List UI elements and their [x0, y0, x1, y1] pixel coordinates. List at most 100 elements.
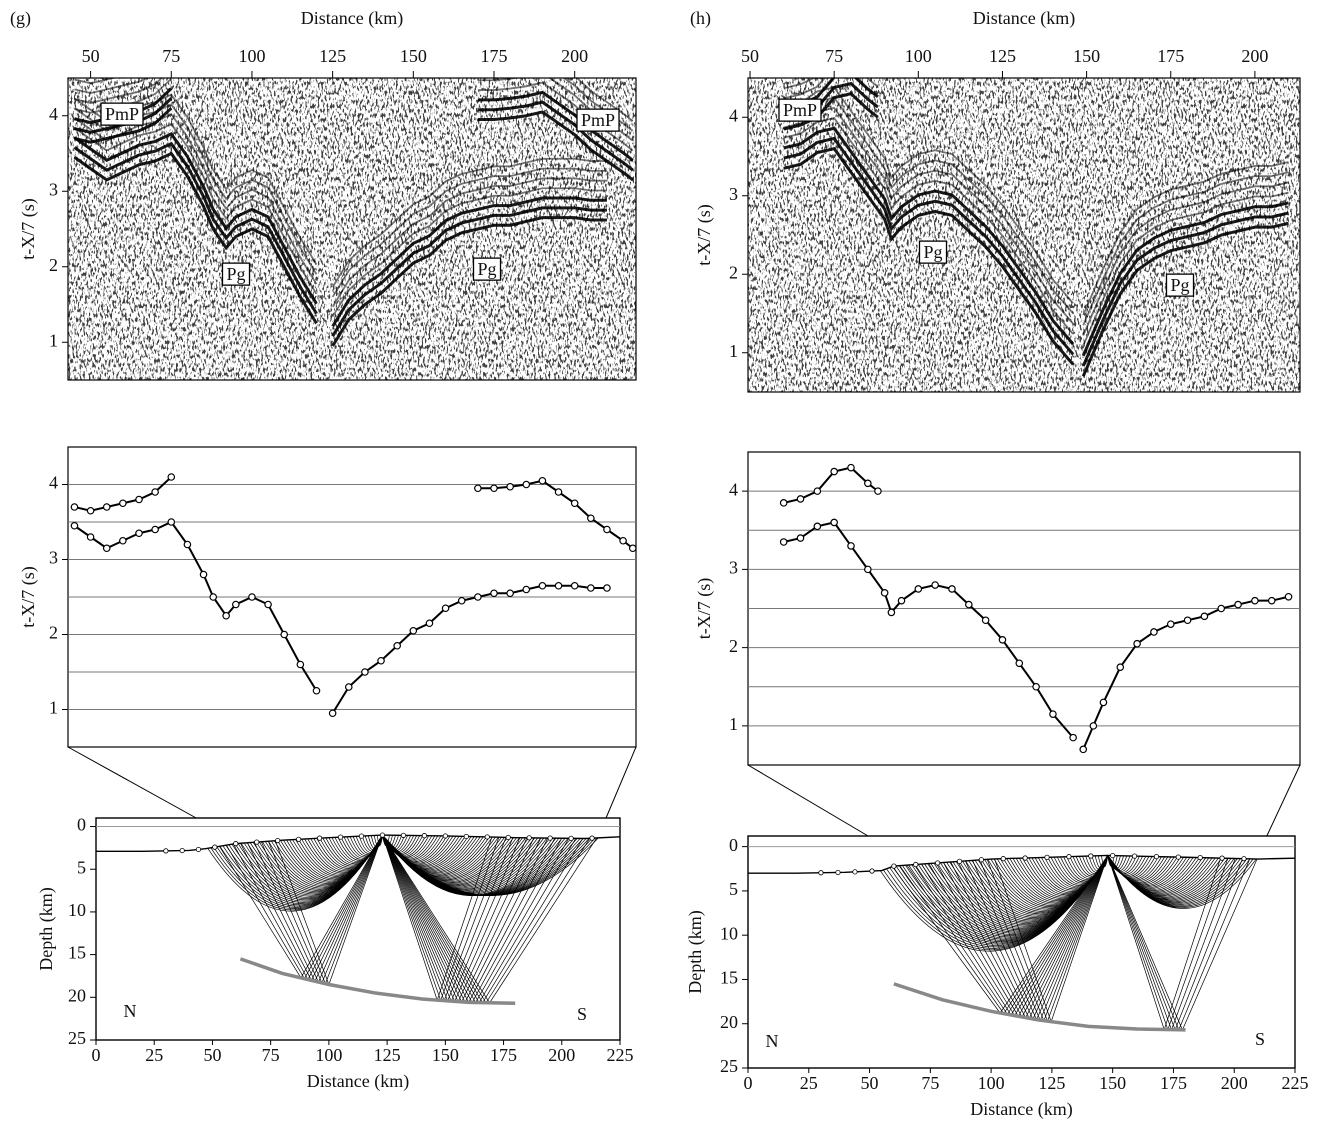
- pick: [1116, 663, 1125, 671]
- pick: [209, 593, 218, 601]
- x-tick-label: 125: [989, 46, 1016, 66]
- seismic-event: [783, 106, 1074, 325]
- y-tick-label: 0: [77, 815, 86, 835]
- x-tick-label: 75: [921, 1073, 939, 1093]
- pick: [312, 686, 321, 695]
- pick: [344, 683, 353, 691]
- pick: [1049, 710, 1057, 718]
- pick: [425, 619, 434, 628]
- seismic-event: [783, 78, 879, 100]
- station: [1066, 854, 1072, 860]
- station: [835, 869, 841, 876]
- pick: [830, 467, 838, 476]
- station: [358, 833, 365, 839]
- connector: [67, 746, 197, 819]
- pick: [1251, 596, 1259, 605]
- station: [547, 835, 553, 841]
- annotation-text: S: [1255, 1029, 1265, 1049]
- y-tick-label: 2: [49, 255, 58, 275]
- x-axis-label: Distance (km): [970, 1099, 1072, 1120]
- y-tick-label: 3: [49, 548, 58, 568]
- annotation: S: [577, 1004, 587, 1024]
- x-tick-label: 225: [607, 1045, 634, 1065]
- x-tick-label: 75: [162, 46, 180, 66]
- station: [1000, 856, 1006, 862]
- y-axis-label: Depth (km): [685, 910, 706, 993]
- y-tick-label: 3: [49, 179, 58, 199]
- y-tick-label: 20: [720, 1012, 738, 1032]
- seismic-event: [1081, 201, 1289, 357]
- pick: [377, 656, 385, 665]
- frame: [747, 77, 1301, 393]
- pick: [964, 600, 973, 609]
- seismic-event: [74, 78, 163, 104]
- annotation-text: S: [577, 1004, 587, 1024]
- annotation: Pg: [918, 240, 948, 264]
- seismic-event: [331, 216, 607, 347]
- pick: [570, 499, 579, 508]
- pick: [887, 608, 896, 617]
- pick: [813, 522, 822, 531]
- pick: [1079, 745, 1088, 754]
- x-tick-label: 100: [238, 46, 265, 66]
- station: [212, 844, 218, 850]
- pick: [441, 604, 450, 613]
- y-tick-label: 15: [720, 968, 738, 988]
- pick: [931, 581, 939, 589]
- y-tick-label: 4: [49, 104, 58, 124]
- reflector: [893, 982, 1186, 1032]
- seismic-event: [1081, 221, 1289, 377]
- pick: [151, 525, 159, 534]
- seismic-event: [783, 146, 1075, 366]
- annotation-text: N: [124, 1001, 137, 1021]
- x-tick-label: 75: [262, 1045, 280, 1065]
- surface: [748, 854, 1296, 874]
- pick: [296, 660, 305, 669]
- y-tick-label: 4: [49, 473, 58, 493]
- pick: [998, 635, 1007, 644]
- pick: [779, 499, 788, 507]
- station: [526, 835, 532, 841]
- annotation: N: [124, 1001, 137, 1021]
- station: [316, 835, 323, 841]
- seismic-event: [783, 92, 879, 131]
- panel-label: (g): [10, 8, 31, 29]
- pick: [830, 518, 838, 527]
- x-tick-label: 100: [315, 1045, 342, 1065]
- pick: [135, 529, 143, 538]
- x-tick-label: 200: [1221, 1073, 1248, 1093]
- y-tick-label: 25: [720, 1056, 738, 1076]
- station: [233, 841, 239, 847]
- x-tick-label: 50: [741, 46, 759, 66]
- pick: [151, 488, 159, 496]
- x-tick-label: 50: [203, 1045, 221, 1065]
- pick: [248, 593, 256, 601]
- pick: [1284, 592, 1293, 601]
- pick: [102, 503, 111, 511]
- x-tick-label: 175: [1160, 1073, 1187, 1093]
- pick: [1234, 600, 1242, 609]
- annotation: S: [1255, 1029, 1265, 1049]
- x-axis-label: Distance (km): [307, 1071, 409, 1092]
- pick: [1183, 616, 1192, 625]
- y-tick-label: 0: [729, 835, 738, 855]
- annotation: PmP: [576, 108, 620, 132]
- seismic-event: [73, 151, 318, 325]
- pick: [796, 534, 805, 542]
- station: [195, 846, 202, 853]
- events: [73, 78, 634, 347]
- y-tick-label: 2: [729, 636, 738, 656]
- station: [442, 833, 448, 839]
- seismic-event: [74, 107, 173, 144]
- annotation: PmP: [100, 102, 144, 126]
- annotation-box: [918, 240, 948, 264]
- seismic-event: [477, 90, 634, 162]
- pick: [280, 630, 289, 639]
- pick: [70, 503, 79, 511]
- pick: [1150, 628, 1158, 636]
- x-tick-label: 200: [548, 1045, 575, 1065]
- station: [1197, 855, 1203, 861]
- annotation-text: Pg: [923, 242, 942, 262]
- pick: [538, 581, 547, 590]
